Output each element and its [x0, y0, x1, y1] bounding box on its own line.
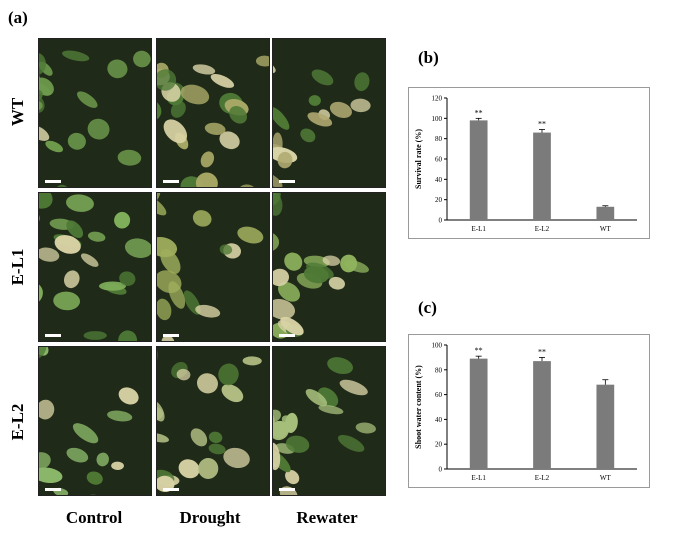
plant-photo-wt-drought	[156, 38, 270, 188]
shoot-water-content-chart-svg: 0 20 40 60 80 100 Shoot water content (%) ** E-L…	[414, 342, 637, 482]
y-tick-label: 120	[432, 95, 443, 103]
plant-photo-e-l2-rewater	[272, 346, 386, 496]
significance-marker: **	[538, 347, 546, 356]
bar-wt	[596, 206, 615, 220]
plant-photo-e-l1-rewater	[272, 192, 386, 342]
x-tick-label-wt: WT	[600, 225, 612, 233]
y-tick-label: 80	[435, 366, 443, 374]
x-tick-label-e-l1: E-L1	[471, 225, 486, 233]
panel-label-b: (b)	[418, 48, 439, 67]
plant-photo-wt-control	[38, 38, 152, 188]
y-tick-label: 20	[435, 196, 443, 204]
y-tick-label: 0	[439, 217, 443, 225]
scale-bar	[163, 488, 179, 491]
scale-bar	[163, 180, 179, 183]
significance-marker: **	[538, 120, 546, 129]
bar-e-l2	[533, 132, 551, 220]
scale-bar	[163, 334, 179, 337]
panel-label-a: (a)	[8, 8, 28, 27]
y-tick-label: 100	[432, 115, 443, 123]
panel-label-c: (c)	[418, 298, 437, 317]
y-tick-label: 0	[439, 466, 443, 474]
bar-e-l1	[469, 358, 488, 469]
y-tick-label: 100	[432, 342, 443, 350]
y-tick-label: 80	[435, 135, 443, 143]
column-label-control: Control	[65, 508, 123, 527]
plant-photo-e-l1-control	[38, 192, 152, 342]
bar-e-l2	[533, 361, 551, 469]
survival-rate-chart: 0 20 40 60 80 100 120 Survival rate (%) ** E-L1 **…	[408, 87, 650, 239]
x-tick-label-e-l2: E-L2	[535, 474, 550, 482]
y-tick-label: 40	[435, 176, 443, 184]
y-tick-label: 40	[435, 416, 443, 424]
x-tick-label-wt: WT	[600, 474, 612, 482]
row-label-e-l2: E-L2	[8, 403, 27, 441]
row-label-e-l1: E-L1	[8, 248, 27, 286]
scale-bar	[45, 488, 61, 491]
column-label-drought: Drought	[179, 508, 241, 527]
scale-bar	[279, 488, 295, 491]
plant-photo-e-l2-drought	[156, 346, 270, 496]
significance-marker: **	[475, 346, 483, 355]
bar-e-l1	[469, 120, 488, 220]
plant-photo-wt-rewater	[272, 38, 386, 188]
x-tick-label-e-l1: E-L1	[471, 474, 486, 482]
shoot-water-content-chart: 0 20 40 60 80 100 Shoot water content (%) ** E-L…	[408, 334, 650, 488]
y-tick-label: 60	[435, 391, 443, 399]
survival-rate-chart-svg: 0 20 40 60 80 100 120 Survival rate (%) ** E-L1 **…	[414, 95, 637, 233]
scale-bar	[45, 180, 61, 183]
row-label-wt: WT	[8, 97, 27, 127]
plant-photo-e-l2-control	[38, 346, 152, 496]
y-axis-title: Survival rate (%)	[414, 129, 423, 189]
y-tick-label: 20	[435, 441, 443, 449]
scale-bar	[279, 180, 295, 183]
significance-marker: **	[475, 108, 483, 117]
column-label-rewater: Rewater	[296, 508, 358, 527]
y-axis-title: Shoot water content (%)	[414, 365, 423, 449]
scale-bar	[279, 334, 295, 337]
y-tick-label: 60	[435, 156, 443, 164]
plant-photo-e-l1-drought	[156, 192, 270, 342]
bar-wt	[596, 384, 615, 469]
x-tick-label-e-l2: E-L2	[535, 225, 550, 233]
scale-bar	[45, 334, 61, 337]
